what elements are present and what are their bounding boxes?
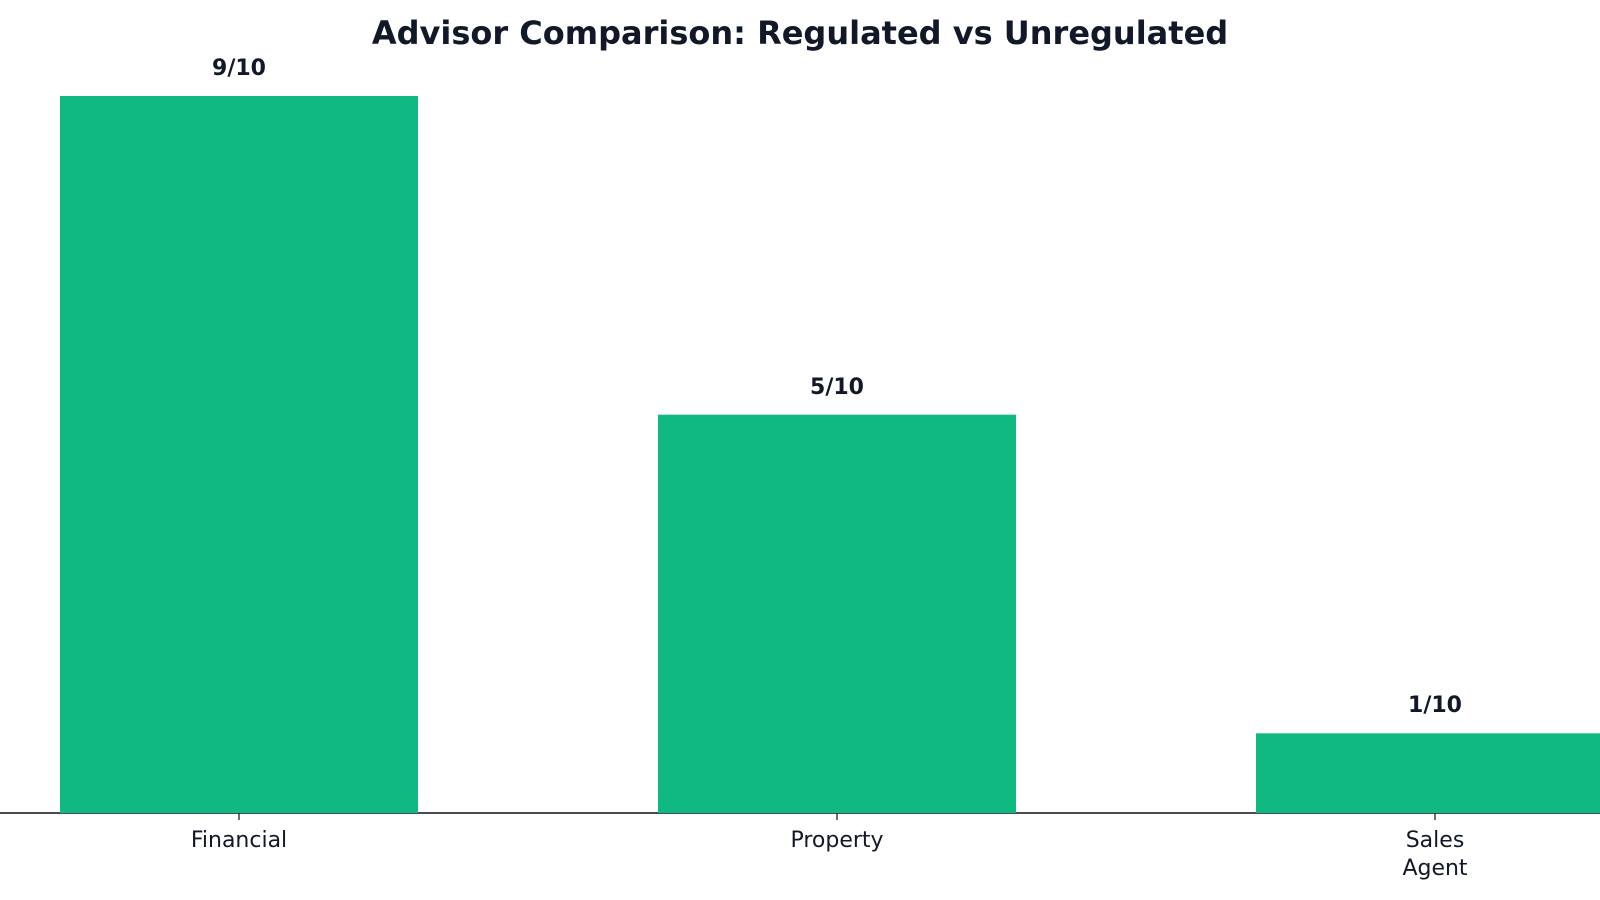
bar (658, 414, 1016, 813)
value-label: 1/10 (1408, 693, 1462, 719)
bar (60, 96, 418, 813)
bar (1256, 733, 1600, 813)
chart-title: Advisor Comparison: Regulated vs Unregul… (371, 14, 1229, 52)
x-tick-label: Property (790, 828, 884, 853)
x-tick-label: Sales Agent (1402, 828, 1468, 881)
value-label: 9/10 (212, 56, 266, 81)
value-label: 5/10 (810, 374, 864, 400)
x-tick-label: Financial (190, 828, 288, 853)
